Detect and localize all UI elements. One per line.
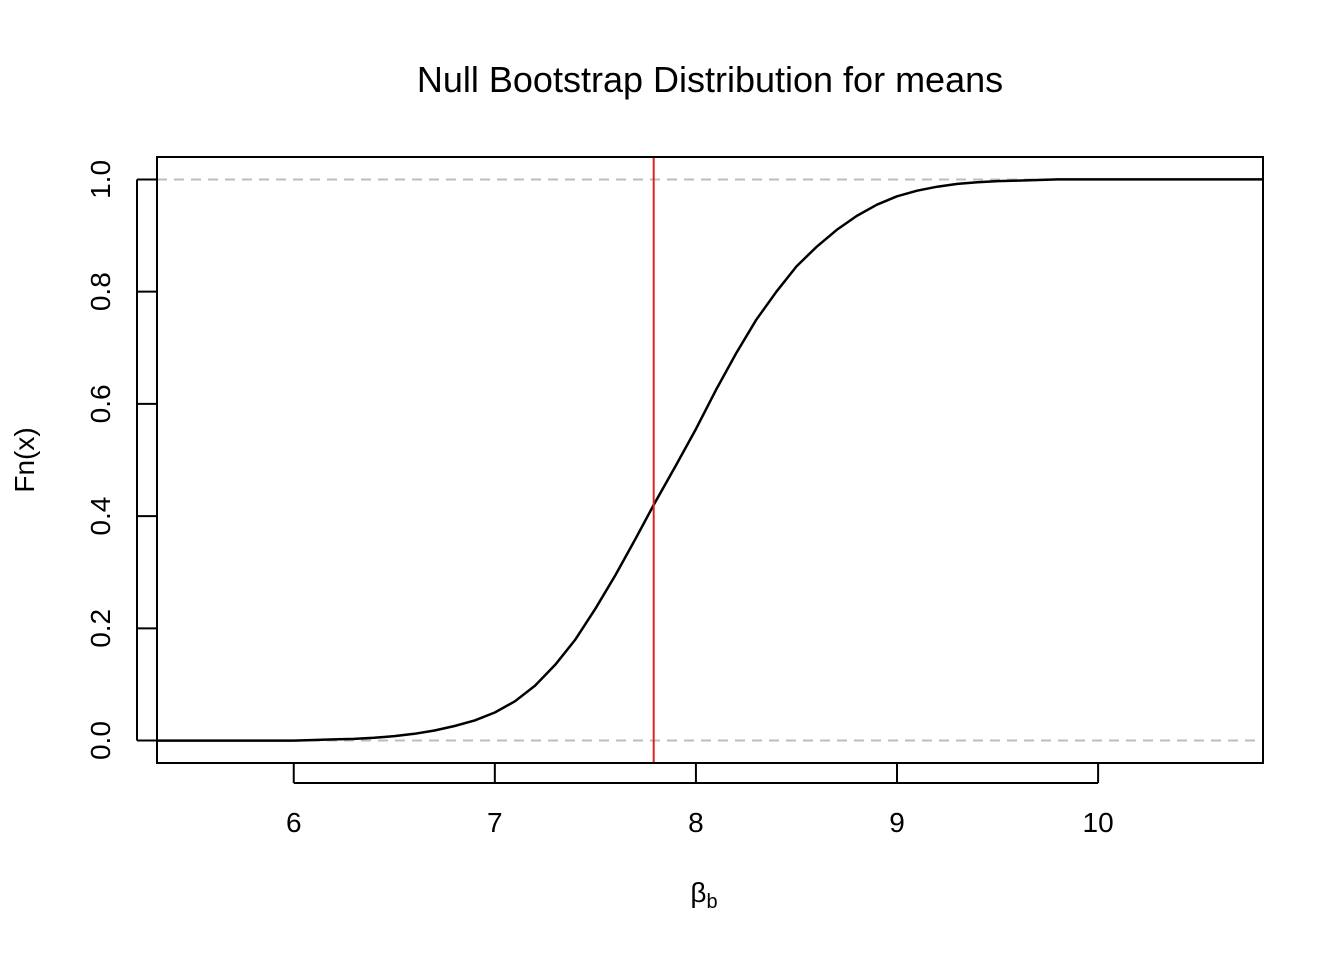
x-axis: 6 7 8 9 10 xyxy=(286,763,1114,838)
reference-lines xyxy=(157,178,1263,742)
x-axis-label-subscript: b xyxy=(706,891,717,913)
y-axis-label: Fn(x) xyxy=(9,427,40,492)
chart-title: Null Bootstrap Distribution for means xyxy=(417,59,1003,100)
ecdf-curve xyxy=(157,178,1263,742)
x-tick-label: 9 xyxy=(889,807,905,838)
y-tick-label: 0.0 xyxy=(85,721,116,760)
x-tick-label: 7 xyxy=(487,807,503,838)
x-tick-label: 6 xyxy=(286,807,302,838)
x-axis-label-base: β xyxy=(690,877,706,908)
y-tick-label: 1.0 xyxy=(85,160,116,199)
plot-frame xyxy=(156,156,1264,764)
x-tick-label: 8 xyxy=(688,807,704,838)
x-tick-label: 10 xyxy=(1083,807,1114,838)
y-tick-label: 0.2 xyxy=(85,609,116,648)
series-group xyxy=(157,178,1263,742)
y-tick-label: 0.6 xyxy=(85,384,116,423)
y-tick-label: 0.8 xyxy=(85,272,116,311)
y-tick-label: 0.4 xyxy=(85,497,116,536)
x-axis-label: βb xyxy=(690,877,717,913)
y-axis: 0.0 0.2 0.4 0.6 0.8 1.0 xyxy=(85,160,157,760)
